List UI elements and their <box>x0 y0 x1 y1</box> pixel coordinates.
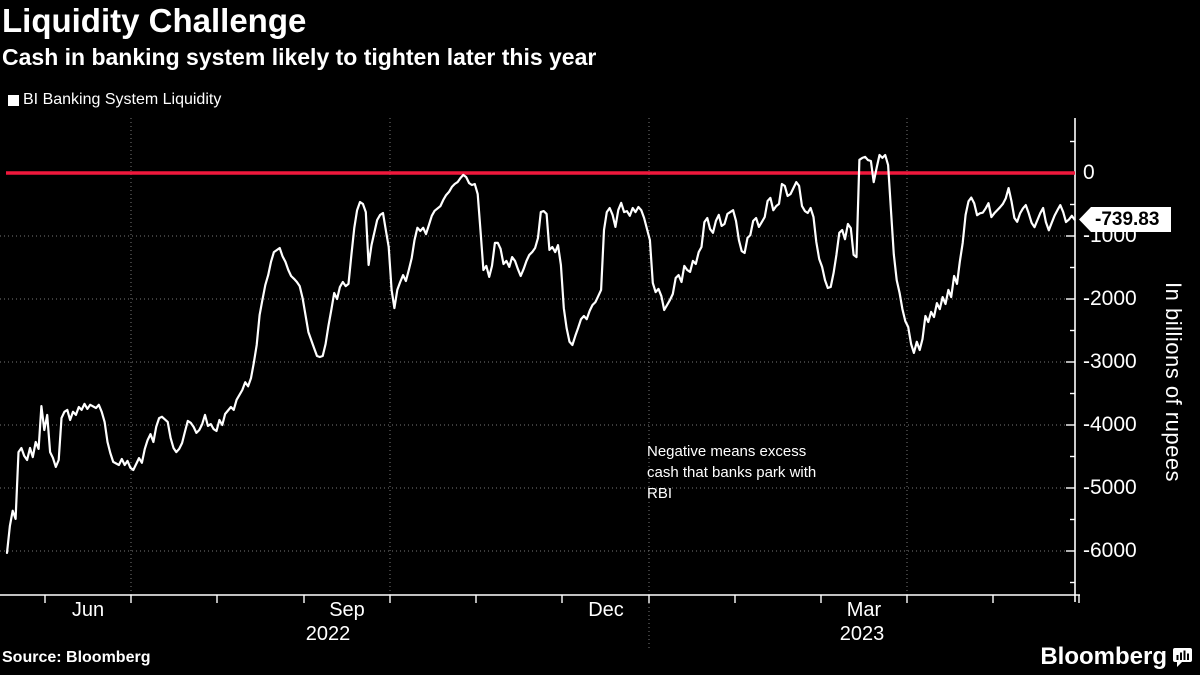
chart-subtitle: Cash in banking system likely to tighten… <box>2 44 597 70</box>
y-tick-label: -3000 <box>1083 350 1137 373</box>
last-value-tag: -739.83 <box>1079 207 1171 232</box>
y-tick-label: 0 <box>1083 161 1095 184</box>
legend-square-marker-icon <box>8 94 19 106</box>
y-tick-label: -6000 <box>1083 539 1137 562</box>
x-tick-month-label: Dec <box>588 599 624 621</box>
x-tick-month-label: Sep <box>329 599 365 621</box>
annotation-line: cash that banks park with <box>647 464 817 481</box>
source-credit: Source: Bloomberg <box>2 649 151 666</box>
bloomberg-logo: Bloomberg <box>1040 643 1192 671</box>
liquidity-line-series <box>5 153 1076 555</box>
annotation-line: Negative means excess <box>647 443 807 460</box>
annotation-line: RBI <box>647 485 673 502</box>
legend-label: BI Banking System Liquidity <box>23 91 222 108</box>
x-tick-year-label: 2023 <box>839 623 885 645</box>
y-tick-label: -2000 <box>1083 287 1137 310</box>
x-tick-year-label: 2022 <box>305 623 351 645</box>
y-axis-title: In billions of rupees <box>1161 282 1186 483</box>
chart-title: Liquidity Challenge <box>2 2 307 39</box>
y-tick-label: -5000 <box>1083 476 1137 499</box>
annotation-note: Negative means excess cash that banks pa… <box>647 441 816 504</box>
y-tick-label: -4000 <box>1083 413 1137 436</box>
x-tick-month-label: Mar <box>846 599 882 621</box>
legend: BI Banking System Liquidity <box>8 91 221 109</box>
bloomberg-wordmark: Bloomberg <box>1040 643 1167 670</box>
bloomberg-chart-bubble-icon <box>1173 647 1192 667</box>
x-tick-month-label: Jun <box>71 599 105 621</box>
